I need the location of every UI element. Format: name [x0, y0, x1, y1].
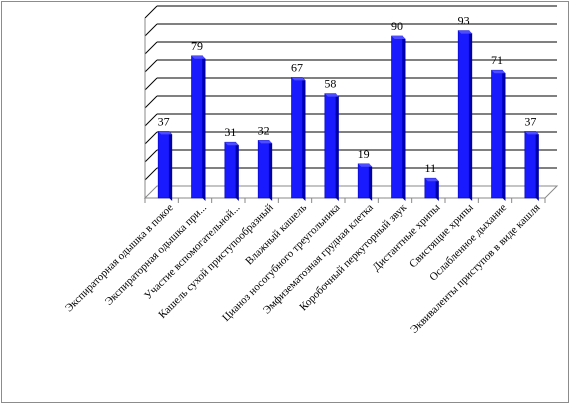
gridline-wall: [144, 95, 158, 109]
bar: [357, 163, 370, 199]
bar-side: [402, 36, 406, 201]
data-label: 37: [158, 114, 170, 128]
data-label: 32: [258, 123, 270, 137]
bar-side: [269, 140, 273, 201]
bar-side: [535, 131, 539, 201]
category-label: Влажный кашель: [243, 202, 309, 268]
bar-top: [224, 142, 239, 146]
bar-top: [391, 36, 406, 39]
category-label-layer: Экспираторная одышка в покоеЭкспираторна…: [63, 201, 542, 336]
bar: [191, 55, 203, 199]
bar-top: [291, 77, 306, 81]
bar-top: [424, 178, 439, 182]
bar-top: [158, 131, 173, 135]
data-label: 31: [224, 125, 236, 139]
bar-side: [302, 77, 306, 201]
bar: [157, 131, 170, 199]
data-label-layer: 37 79 31 32 67 58 19 90 11 93 71 37: [158, 14, 537, 176]
gridline-wall: [144, 59, 158, 73]
gridline-wall: [144, 5, 158, 19]
data-label: 37: [524, 114, 536, 128]
grid-layer: [143, 5, 559, 203]
bar-top: [324, 93, 339, 97]
bar: [524, 131, 537, 199]
bar-layer: [157, 30, 539, 201]
gridline-wall: [144, 23, 158, 37]
bar: [324, 93, 337, 199]
data-label: 58: [324, 77, 336, 91]
bar-top: [491, 70, 506, 74]
data-label: 90: [391, 19, 403, 33]
bar-side: [469, 30, 473, 201]
bar-top: [258, 140, 273, 144]
bar-top: [191, 55, 206, 59]
bar: [224, 141, 237, 199]
data-label: 11: [425, 161, 437, 175]
bar: [291, 77, 303, 199]
data-label: 71: [491, 53, 503, 67]
bar: [457, 30, 470, 199]
data-label: 93: [458, 14, 470, 28]
gridline-wall: [144, 149, 158, 163]
gridline-wall: [144, 41, 158, 55]
bar-side: [369, 163, 373, 201]
data-label: 19: [358, 147, 370, 161]
bar-top: [524, 131, 539, 135]
bar-top: [458, 30, 473, 34]
bar-side: [202, 55, 206, 201]
bar-side: [169, 131, 173, 201]
bar-side: [435, 178, 439, 201]
bar-top: [358, 163, 373, 167]
bar: [391, 35, 403, 199]
bar-side: [235, 142, 239, 201]
bar: [491, 69, 503, 199]
gridline-wall: [144, 131, 158, 145]
gridline-wall: [144, 77, 158, 91]
bar-side: [502, 70, 506, 201]
gridline-wall: [144, 113, 158, 127]
data-label: 67: [291, 60, 303, 74]
bar-side: [335, 93, 339, 201]
data-label: 79: [191, 39, 203, 53]
bar: [257, 140, 270, 199]
gridline-wall: [144, 167, 158, 181]
